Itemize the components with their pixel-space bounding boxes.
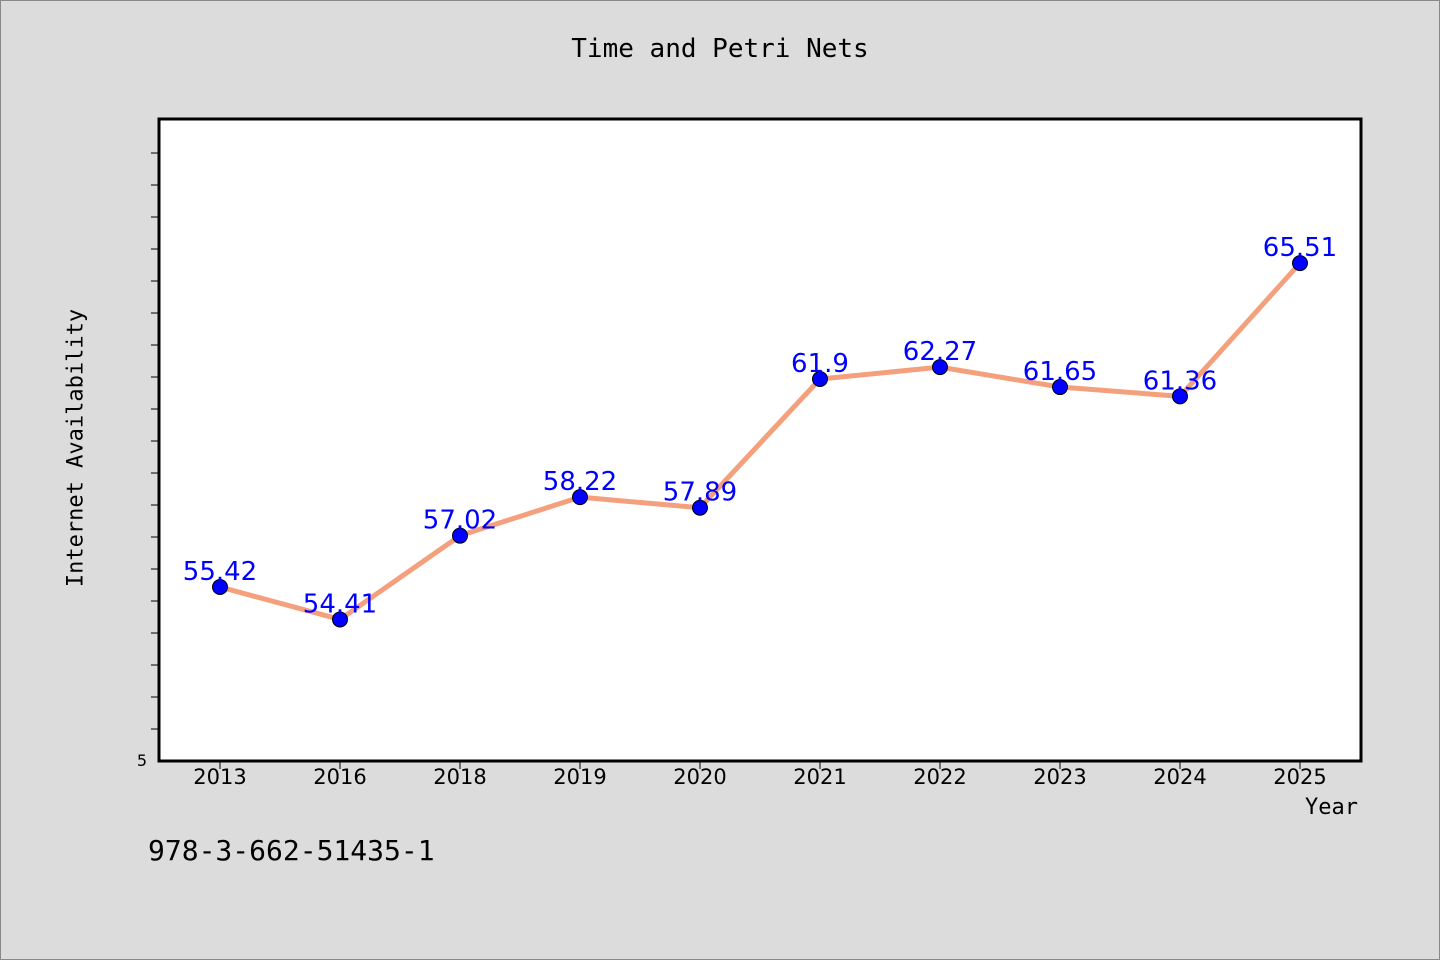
x-tick-label: 2013 — [193, 765, 246, 789]
x-tick-label: 2021 — [793, 765, 846, 789]
footer-code: 978-3-662-51435-1 — [148, 834, 435, 867]
x-tick-label: 2022 — [913, 765, 966, 789]
x-tick-label: 2018 — [433, 765, 486, 789]
data-label: 54.41 — [303, 589, 377, 619]
data-point — [692, 499, 708, 516]
data-label: 57.02 — [423, 506, 497, 536]
data-label: 65.51 — [1263, 233, 1337, 263]
data-point — [812, 371, 828, 388]
data-point — [1292, 255, 1308, 272]
data-label: 61.65 — [1023, 357, 1097, 387]
y-tick-label: 5 — [137, 751, 147, 770]
x-tick-label: 2023 — [1033, 765, 1086, 789]
x-tick-label: 2024 — [1153, 765, 1206, 789]
data-point — [572, 489, 588, 506]
data-point — [332, 611, 348, 628]
series-line — [219, 261, 1302, 622]
plot-area — [157, 117, 1363, 763]
x-tick-label: 2025 — [1273, 765, 1326, 789]
data-label: 62.27 — [903, 337, 977, 367]
x-tick-label: 2016 — [313, 765, 366, 789]
data-label: 55.42 — [183, 557, 257, 587]
x-axis-ticks: 2013 2016 2018 2019 2020 2021 2022 2023 2024 2025 — [193, 761, 1327, 789]
y-axis-ticks: 5 — [137, 152, 159, 770]
data-point — [1052, 379, 1068, 396]
y-axis-label: Internet Availability — [63, 308, 89, 588]
data-label: 61.36 — [1143, 366, 1217, 396]
data-point — [212, 579, 228, 596]
data-label: 57.89 — [663, 478, 737, 508]
x-tick-label: 2019 — [553, 765, 606, 789]
chart-title: Time and Petri Nets — [571, 34, 869, 64]
series-layer: 55.42 54.41 57.02 58.22 57.89 61.9 62.27 61.65 6… — [183, 233, 1337, 628]
data-point — [452, 527, 468, 544]
x-axis-label: Year — [1305, 795, 1358, 820]
data-point — [1172, 388, 1188, 405]
data-point — [932, 359, 948, 376]
x-tick-label: 2020 — [673, 765, 726, 789]
data-label: 58.22 — [543, 467, 617, 497]
data-label: 61.9 — [791, 349, 849, 379]
